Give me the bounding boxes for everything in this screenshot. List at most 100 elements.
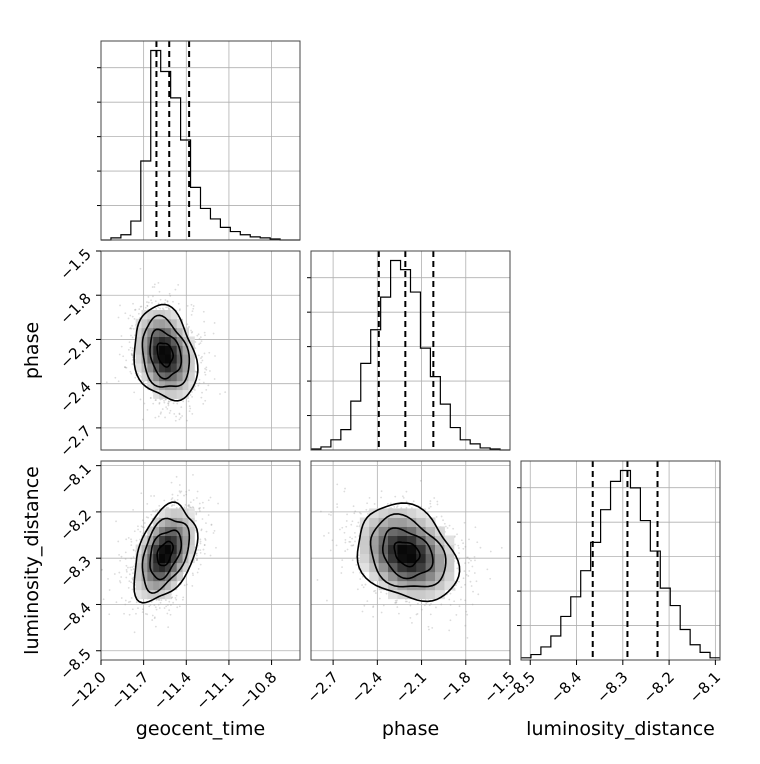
sample-point xyxy=(429,613,432,616)
density-cell xyxy=(164,589,172,600)
sample-point xyxy=(361,610,364,613)
density-cell xyxy=(425,553,436,564)
sample-point xyxy=(170,604,172,606)
density-cell xyxy=(378,517,389,527)
sample-point xyxy=(214,355,216,357)
panel-content xyxy=(105,267,227,422)
sample-point xyxy=(353,532,356,534)
sample-point xyxy=(197,354,200,357)
density-cell xyxy=(159,508,166,518)
sample-point xyxy=(166,612,169,615)
sample-point xyxy=(202,402,205,405)
sample-point xyxy=(431,627,434,629)
sample-point xyxy=(203,544,206,546)
sample-point xyxy=(468,538,470,541)
contour-level xyxy=(141,314,191,388)
sample-point xyxy=(199,538,202,541)
contours xyxy=(133,501,199,604)
density-cell xyxy=(164,371,172,382)
sample-point xyxy=(133,565,135,568)
x-tick-label: −2.7 xyxy=(303,668,341,706)
sample-point xyxy=(464,545,467,548)
sample-point xyxy=(166,306,169,308)
sample-point xyxy=(385,592,388,595)
sample-point xyxy=(194,347,197,350)
sample-point xyxy=(460,586,463,589)
sample-point xyxy=(191,572,194,575)
sample-point xyxy=(169,409,172,412)
sample-point xyxy=(448,524,451,527)
density-cell xyxy=(369,553,380,564)
sample-point xyxy=(198,502,201,505)
sample-point xyxy=(131,578,134,581)
density-cell xyxy=(369,571,380,582)
sample-point xyxy=(196,497,198,499)
sample-point xyxy=(462,542,465,545)
hist-panel-luminosity_distance xyxy=(517,460,721,661)
sample-point xyxy=(181,415,184,417)
density-cell xyxy=(359,526,370,537)
density-cell xyxy=(170,345,178,355)
sample-point xyxy=(398,612,400,615)
sample-point xyxy=(153,617,156,620)
sample-point xyxy=(474,559,476,562)
sample-point xyxy=(139,305,142,308)
density-cell xyxy=(406,544,417,555)
sample-point xyxy=(402,496,405,499)
sample-point xyxy=(179,308,181,311)
sample-point xyxy=(164,398,167,401)
sample-point xyxy=(378,597,381,600)
sample-point xyxy=(345,520,348,522)
sample-point xyxy=(159,298,162,301)
sample-point xyxy=(364,583,367,586)
density-cell xyxy=(153,389,160,399)
sample-point xyxy=(336,483,339,486)
sample-point xyxy=(353,512,356,515)
sample-point xyxy=(373,503,376,505)
y-tick-label: −8.3 xyxy=(56,552,94,590)
sample-point xyxy=(394,599,397,602)
sample-point xyxy=(466,636,469,639)
sample-point xyxy=(198,378,201,381)
sample-point xyxy=(185,490,188,493)
sample-point xyxy=(433,497,436,499)
density-cell xyxy=(164,309,172,320)
sample-point xyxy=(420,608,423,611)
density-cell xyxy=(170,327,178,337)
hist-panel-geocent_time xyxy=(97,40,301,241)
sample-point xyxy=(176,606,179,609)
density-cell xyxy=(425,571,436,582)
sample-point xyxy=(178,418,181,421)
sample-point xyxy=(209,554,212,557)
sample-point xyxy=(361,584,363,586)
sample-point xyxy=(132,508,135,511)
sample-point xyxy=(127,317,130,320)
sample-point xyxy=(196,571,199,574)
sample-point xyxy=(224,391,227,394)
sample-point xyxy=(489,577,492,580)
sample-point xyxy=(181,598,184,601)
sample-point xyxy=(198,382,201,385)
sample-point xyxy=(178,490,181,492)
sample-point xyxy=(202,381,205,384)
sample-point xyxy=(470,585,473,587)
density-cell xyxy=(406,553,417,564)
sample-point xyxy=(158,599,161,602)
x-axis-label-luminosity_distance: luminosity_distance xyxy=(526,718,715,740)
sample-point xyxy=(155,308,158,310)
sample-point xyxy=(147,301,150,304)
histogram-phase xyxy=(311,259,510,451)
sample-point xyxy=(457,547,460,549)
density-cell xyxy=(188,380,195,391)
sample-point xyxy=(170,481,173,484)
sample-point xyxy=(372,605,375,608)
sample-point xyxy=(344,541,347,544)
sample-point xyxy=(464,624,467,627)
sample-point xyxy=(386,502,389,505)
density-cell xyxy=(388,517,398,527)
sample-point xyxy=(167,402,170,405)
sample-point xyxy=(406,600,408,603)
density-cell xyxy=(388,589,398,600)
sample-point xyxy=(149,604,152,606)
sample-point xyxy=(192,307,195,310)
